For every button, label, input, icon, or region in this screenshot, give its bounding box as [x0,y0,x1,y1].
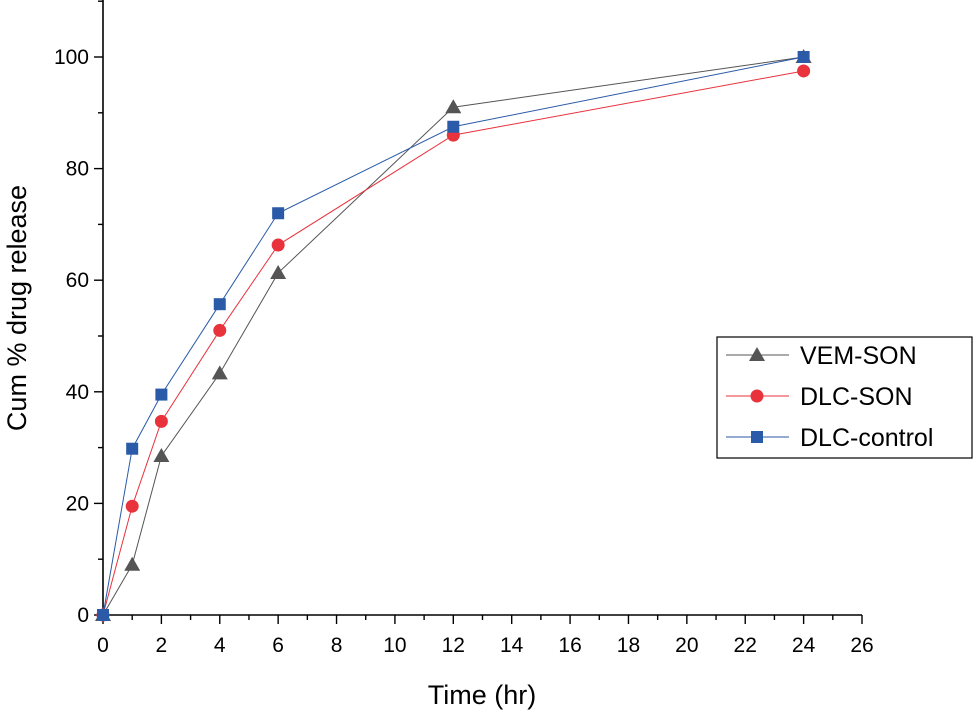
data-point-dlc-control [155,388,168,401]
series-dlc-son [96,64,811,622]
x-tick-label-18: 18 [617,634,640,657]
legend-item-dlc-son: DLC-SON [726,383,913,411]
x-tick-label-10: 10 [383,634,406,657]
legend-item-dlc-control: DLC-control [726,424,933,452]
data-point-vem-son [445,99,462,114]
data-point-dlc-control [126,442,139,455]
series-vem-son [95,49,812,621]
x-axis-title: Time (hr) [428,680,537,710]
data-point-dlc-son [797,64,811,78]
x-tick-label-12: 12 [442,634,465,657]
x-tick-label-2: 2 [156,634,168,657]
y-tick-label-40: 40 [66,381,89,404]
data-point-dlc-son [125,499,139,513]
legend-marker-dlc-son [750,389,764,403]
x-tick-label-20: 20 [675,634,698,657]
data-point-dlc-control [447,120,460,133]
data-point-dlc-son [154,414,168,428]
data-point-vem-son [153,447,170,462]
series-line-dlc-son [102,70,804,616]
x-tick-label-22: 22 [734,634,757,657]
data-point-dlc-control [213,298,226,311]
legend-label-dlc-son: DLC-SON [800,383,913,411]
x-tick-label-26: 26 [850,634,873,657]
x-tick-label-0: 0 [97,634,109,657]
x-tick-label-8: 8 [331,634,343,657]
y-tick-label-20: 20 [66,492,89,515]
legend-label-dlc-control: DLC-control [800,424,933,452]
data-point-dlc-control [797,51,810,63]
x-tick-label-24: 24 [792,634,816,657]
data-point-dlc-son [213,323,227,337]
data-point-vem-son [270,264,287,279]
series-layer [95,49,812,622]
data-point-vem-son [211,365,228,380]
data-point-dlc-control [272,207,285,220]
legend-marker-vem-son [749,347,765,361]
series-dlc-control [97,51,810,621]
y-tick-label-0: 0 [77,604,89,627]
legend-label-vem-son: VEM-SON [800,342,917,370]
legend-item-vem-son: VEM-SON [726,342,917,370]
data-point-dlc-control [97,609,109,621]
x-tick-label-14: 14 [500,634,524,657]
x-tick-label-16: 16 [558,634,581,657]
y-tick-label-80: 80 [66,158,89,181]
y-axis-title: Cum % drug release [2,185,32,431]
y-tick-label-60: 60 [66,269,89,292]
x-tick-label-4: 4 [214,634,226,657]
data-point-dlc-son [271,238,285,252]
data-point-vem-son [124,556,141,571]
y-tick-label-100: 100 [54,46,89,69]
legend: VEM-SON DLC-SON DLC-control [716,336,973,459]
x-tick-label-6: 6 [272,634,284,657]
legend-marker-dlc-control [751,431,763,443]
